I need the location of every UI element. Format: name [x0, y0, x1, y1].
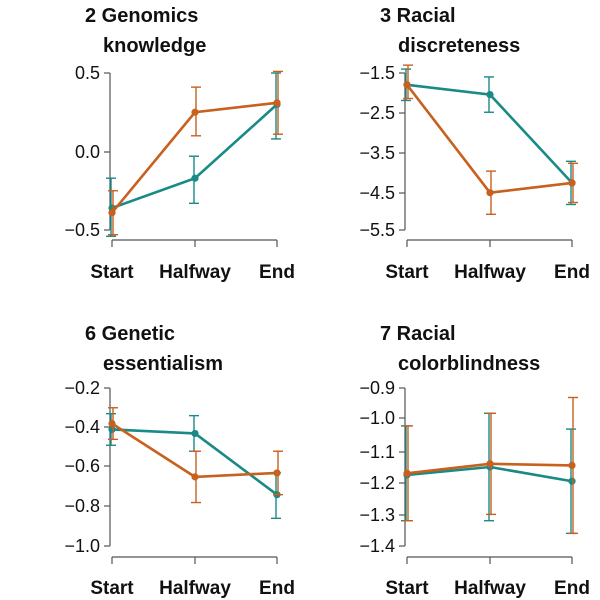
panel-3-ytick-label-1: −1.5 — [359, 63, 395, 83]
panel-6-orange-point-3 — [568, 461, 576, 470]
panel-3-ytick-label-4: −4.5 — [359, 183, 395, 203]
panel-6-ytick-label-3: −1.1 — [359, 442, 395, 462]
panel-6-teal-point-3 — [568, 477, 576, 485]
panel-5-xtick-1: Start — [90, 578, 134, 599]
panel-5-teal-point-2 — [191, 429, 199, 438]
panel-3-orange-point-1 — [403, 81, 411, 89]
panel-5-ytick-label-1: −0.2 — [64, 378, 100, 398]
panel-5-xtick-2: Halfway — [159, 578, 231, 599]
panel-5-orange-point-1 — [108, 419, 116, 428]
panel-5-xtick-3: End — [259, 578, 295, 599]
panel-5-orange-point-3 — [273, 469, 281, 477]
panel-6-orange-point-2 — [486, 460, 494, 468]
panel-3-orange-point-3 — [568, 179, 576, 187]
panel-5-ytick-label-5: −1.0 — [64, 536, 100, 556]
panel-2-ytick-label-1: 0.5 — [75, 63, 100, 83]
panel-3-xtick-3: End — [554, 262, 590, 283]
panel-2-title: 2 Genomics — [85, 5, 198, 27]
panel-5-orange-point-2 — [191, 473, 199, 481]
panel-3-ytick-label-2: −2.5 — [359, 103, 395, 123]
panel-3-title: 3 Racial — [380, 5, 456, 27]
panel-2-orange-point-3 — [273, 99, 281, 107]
panel-5-ytick-label-2: −0.4 — [64, 417, 100, 437]
panel-6-ytick-label-1: −0.9 — [359, 378, 395, 398]
panel-5-title-line2: essentialism — [103, 353, 223, 375]
panel-6-xtick-3: End — [554, 578, 590, 599]
panel-2-ytick-label-3: −0.5 — [64, 220, 100, 240]
panel-3-teal-point-2 — [486, 90, 494, 99]
panel-3-title-line2: discreteness — [398, 35, 520, 57]
panel-2-title-line2: knowledge — [103, 35, 206, 57]
panel-3-xtick-1: Start — [385, 262, 429, 283]
panel-2-xtick-1: Start — [90, 262, 134, 283]
panel-3-ytick-label-5: −5.5 — [359, 220, 395, 240]
panel-2-xtick-2: Halfway — [159, 262, 231, 283]
panel-2-xtick-3: End — [259, 262, 295, 283]
panel-3-ytick-label-3: −3.5 — [359, 143, 395, 163]
panel-2-ytick-label-2: 0.0 — [75, 142, 100, 162]
panel-5-teal-point-1 — [108, 425, 116, 434]
panel-6-xtick-2: Halfway — [454, 578, 526, 599]
panel-6-xtick-1: Start — [385, 578, 429, 599]
panel-3-orange-point-2 — [486, 189, 494, 197]
panel-5-ytick-label-4: −0.8 — [64, 496, 100, 516]
panel-2-orange-point-1 — [108, 209, 116, 217]
panel-5-title: 6 Genetic — [85, 323, 175, 345]
panel-3-xtick-2: Halfway — [454, 262, 526, 283]
panel-6-title-line2: colorblindness — [398, 353, 540, 375]
panel-6-ytick-label-4: −1.2 — [359, 473, 395, 493]
panel-6-ytick-label-2: −1.0 — [359, 408, 395, 428]
panel-5-ytick-label-3: −0.6 — [64, 456, 100, 476]
panel-6-ytick-label-6: −1.4 — [359, 536, 395, 556]
panel-2-orange-point-2 — [191, 108, 199, 116]
panel-2-teal-point-2 — [191, 174, 199, 182]
panel-6-ytick-label-5: −1.3 — [359, 505, 395, 525]
panel-6-orange-point-1 — [403, 469, 411, 477]
panel-6-title: 7 Racial — [380, 323, 456, 345]
